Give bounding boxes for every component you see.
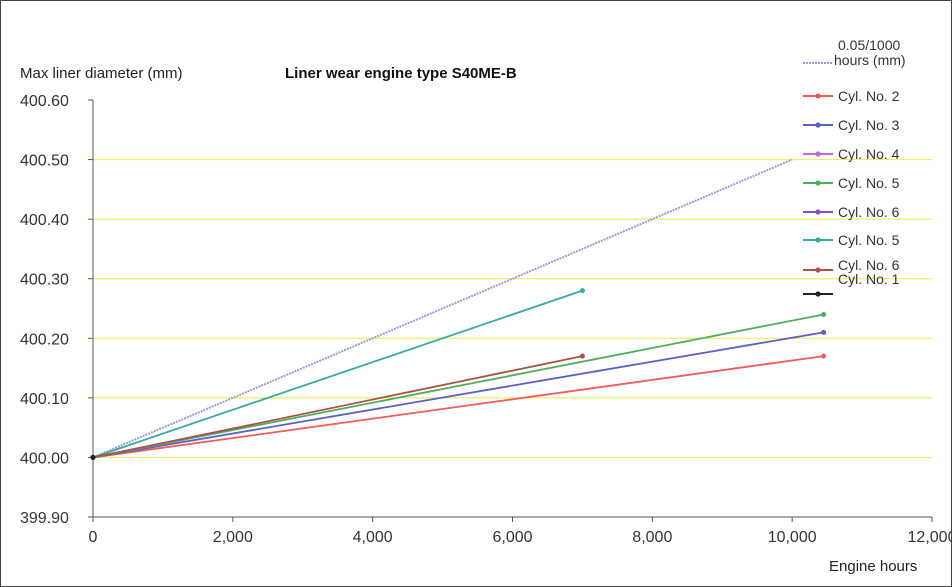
legend-marker: [815, 93, 821, 99]
x-tick-labels: 0 2,000 4,000 6,000 8,000 10,000 12,000: [89, 517, 952, 546]
series-line: [92, 158, 793, 459]
axes: [92, 100, 932, 518]
y-tick-label: 400.50: [20, 153, 69, 170]
series-line: [92, 313, 824, 459]
chart-title: Liner wear engine type S40ME-B: [285, 65, 517, 82]
data-point: [579, 353, 585, 359]
legend-marker: [815, 122, 821, 128]
x-tick-label: 8,000: [632, 529, 672, 546]
legend-label: Cyl. No. 6: [838, 257, 900, 273]
series-lines: [90, 158, 827, 460]
series-line: [92, 355, 583, 459]
y-tick-label: 400.20: [20, 331, 69, 348]
legend-label: Cyl. No. 5: [838, 232, 900, 248]
y-axis-label: Max liner diameter (mm): [20, 65, 183, 82]
data-point: [821, 311, 827, 317]
series-line: [92, 331, 824, 459]
y-tick-label: 400.10: [20, 391, 69, 408]
x-tick-label: 4,000: [353, 529, 393, 546]
x-axis-label: Engine hours: [829, 558, 917, 575]
legend-label: Cyl. No. 3: [838, 117, 900, 133]
data-point: [579, 288, 585, 294]
legend-label: hours (mm): [834, 52, 906, 68]
y-tick-label: 400.30: [20, 272, 69, 289]
y-tick-labels: 399.90 400.00 400.10 400.20 400.30 400.40 400.…: [20, 93, 93, 527]
legend-label: Cyl. No. 4: [838, 146, 900, 162]
legend-marker: [815, 209, 821, 215]
legend-label: Cyl. No. 2: [838, 88, 900, 104]
legend-label: Cyl. No. 5: [838, 175, 900, 191]
legend-label: Cyl. No. 6: [838, 204, 900, 220]
legend-marker: [815, 151, 821, 157]
series-line: [92, 355, 824, 459]
legend-marker: [815, 237, 821, 243]
x-tick-label: 2,000: [213, 529, 253, 546]
y-tick-label: 400.00: [20, 450, 69, 467]
y-tick-label: 400.60: [20, 93, 69, 110]
y-tick-label: 400.40: [20, 212, 69, 229]
legend-marker: [815, 267, 821, 273]
legend-marker: [815, 180, 821, 186]
y-tick-label: 399.90: [20, 510, 69, 527]
x-tick-label: 12,000: [908, 529, 952, 546]
legend-marker: [815, 291, 821, 297]
origin-point: [90, 454, 96, 460]
legend-label: Cyl. No. 1: [838, 271, 900, 287]
legend-label: 0.05/1000: [838, 37, 900, 53]
x-tick-label: 6,000: [492, 529, 532, 546]
x-tick-label: 10,000: [768, 529, 817, 546]
x-tick-label: 0: [89, 529, 98, 546]
data-point: [821, 329, 827, 335]
gridlines: [93, 158, 932, 459]
data-point: [821, 353, 827, 359]
series-line: [92, 289, 583, 459]
